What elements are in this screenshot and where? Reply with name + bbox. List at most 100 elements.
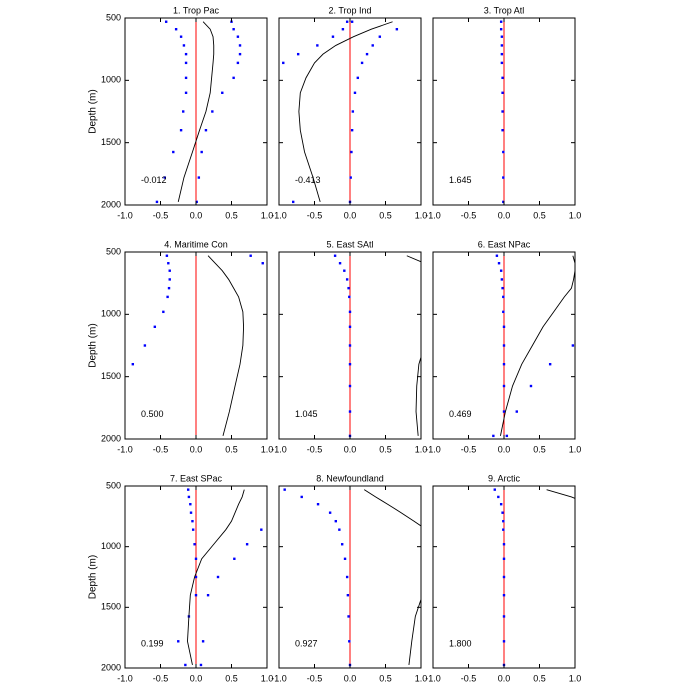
dot xyxy=(236,35,240,38)
dot xyxy=(348,325,352,328)
x-tick-label: 1.0 xyxy=(569,444,582,454)
x-tick-label: 1.0 xyxy=(569,673,582,683)
dot xyxy=(378,35,382,38)
dot xyxy=(283,488,286,491)
panel-title: 9. Arctic xyxy=(488,473,521,483)
dot xyxy=(571,344,575,347)
dot xyxy=(348,310,352,314)
x-tick-label: 0.0 xyxy=(190,444,203,454)
dot xyxy=(338,528,341,531)
dot xyxy=(261,262,264,265)
dot xyxy=(194,557,198,560)
dot xyxy=(505,434,509,438)
dot xyxy=(260,528,263,531)
x-tick-label: 1.0 xyxy=(569,210,582,220)
panel xyxy=(492,252,575,439)
dot xyxy=(343,557,347,560)
dot xyxy=(360,61,364,65)
profile-line xyxy=(500,255,575,436)
dot xyxy=(131,363,135,366)
dot xyxy=(353,91,357,94)
dot xyxy=(495,254,499,257)
dot xyxy=(502,557,506,560)
x-tick-label: -0.5 xyxy=(307,210,323,220)
dot xyxy=(502,363,506,366)
x-tick-label: 0.5 xyxy=(225,673,238,683)
dot xyxy=(502,150,505,154)
x-tick-label: 0.5 xyxy=(533,210,546,220)
dot xyxy=(186,488,190,491)
dot xyxy=(191,519,194,523)
x-tick-label: -0.5 xyxy=(307,444,323,454)
dot xyxy=(502,344,506,347)
dot xyxy=(502,176,505,179)
x-tick-label: 0.5 xyxy=(225,444,238,454)
dot xyxy=(500,35,504,38)
dot xyxy=(499,503,503,506)
panel-title: 2. Trop Ind xyxy=(328,5,371,15)
panel xyxy=(493,486,575,668)
dot xyxy=(238,52,242,56)
panel-title: 5. East SAtl xyxy=(326,239,373,249)
profile-line xyxy=(187,489,245,666)
x-tick-label: 0.0 xyxy=(190,210,203,220)
x-tick-label: -1.0 xyxy=(271,444,287,454)
dot xyxy=(351,110,355,113)
dot xyxy=(195,200,198,204)
dot xyxy=(174,28,178,31)
x-tick-label: 0.0 xyxy=(344,444,357,454)
dot xyxy=(501,511,504,514)
y-tick-label: 500 xyxy=(106,12,121,22)
dot xyxy=(163,176,166,179)
profile-line xyxy=(546,489,575,499)
annotation: 1.045 xyxy=(295,409,318,419)
dot xyxy=(191,528,195,531)
dot xyxy=(502,640,506,643)
dot xyxy=(348,410,352,413)
y-tick-label: 1000 xyxy=(101,541,121,551)
dot xyxy=(502,615,506,618)
panel-title: 6. East NPac xyxy=(478,239,531,249)
dot xyxy=(331,35,335,38)
x-tick-label: 1.0 xyxy=(415,673,428,683)
dot xyxy=(167,286,171,290)
dot xyxy=(502,543,506,546)
dot xyxy=(167,262,170,265)
x-tick-label: 1.0 xyxy=(415,210,428,220)
y-tick-label: 1000 xyxy=(101,309,121,319)
dot xyxy=(233,557,236,560)
dot xyxy=(347,615,350,618)
dot xyxy=(184,663,187,667)
dot xyxy=(499,20,503,23)
annotation: 0.500 xyxy=(141,409,164,419)
dot xyxy=(348,363,352,366)
panel xyxy=(333,252,421,439)
dot xyxy=(502,384,506,388)
x-tick-label: 0.0 xyxy=(190,673,203,683)
x-tick-label: 0.5 xyxy=(225,210,238,220)
panel xyxy=(499,18,505,205)
x-tick-label: 0.5 xyxy=(379,210,392,220)
dot xyxy=(168,269,171,272)
dot xyxy=(333,254,337,257)
dot xyxy=(168,278,171,281)
dot xyxy=(245,543,249,546)
dot xyxy=(515,410,518,413)
dot xyxy=(501,91,504,94)
x-tick-label: -1.0 xyxy=(271,210,287,220)
dot xyxy=(345,278,349,281)
x-tick-label: -1.0 xyxy=(117,444,133,454)
dot xyxy=(501,129,504,132)
x-tick-label: 0.0 xyxy=(498,210,511,220)
dot xyxy=(347,286,350,290)
dot xyxy=(500,278,504,281)
x-tick-label: -1.0 xyxy=(425,673,441,683)
profile-line xyxy=(207,255,245,436)
x-tick-label: -0.5 xyxy=(153,673,169,683)
dot xyxy=(165,254,169,257)
x-tick-label: 0.0 xyxy=(498,444,511,454)
dot xyxy=(179,129,183,132)
dot xyxy=(197,176,201,179)
x-tick-label: -0.5 xyxy=(461,673,477,683)
